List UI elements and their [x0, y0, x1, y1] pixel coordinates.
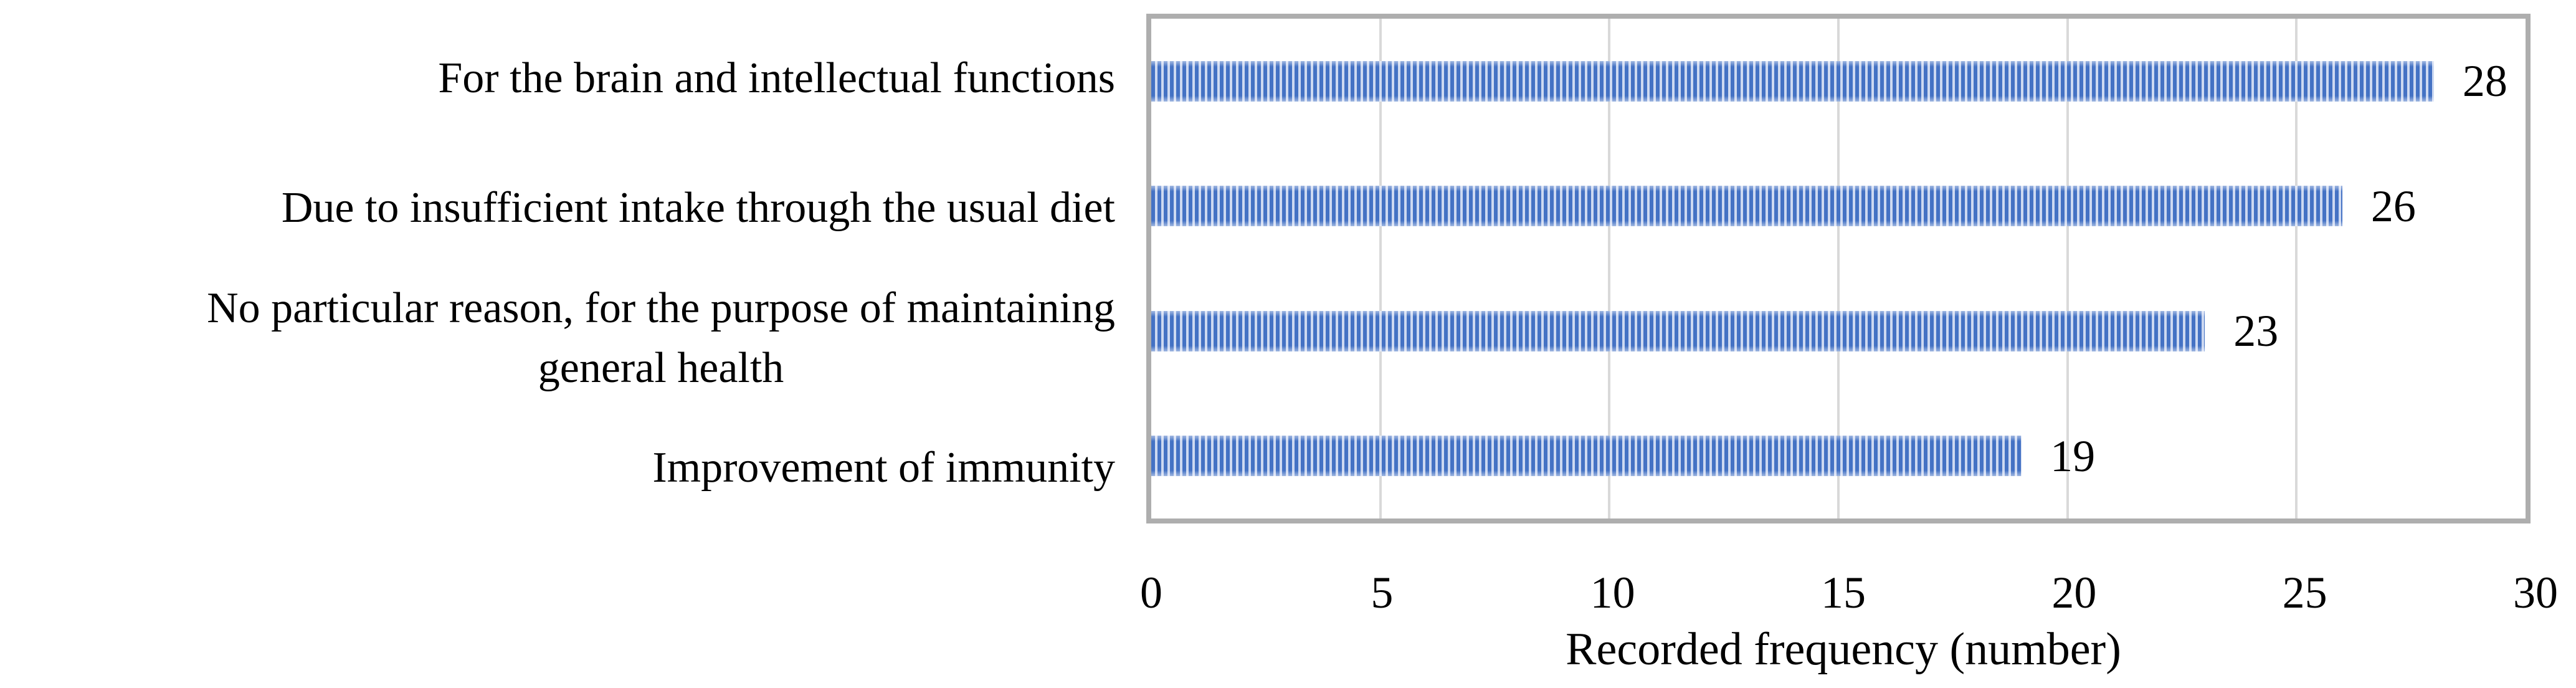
category-label: Due to insufficient intake through the u… — [281, 184, 1115, 232]
category-label: For the brain and intellectual functions — [438, 54, 1115, 102]
category-axis: For the brain and intellectual functions… — [0, 14, 1115, 533]
bar-row: 26 — [1151, 144, 2526, 269]
x-tick-label: 0 — [1140, 568, 1162, 618]
x-tick-label: 10 — [1590, 568, 1635, 618]
x-tick-label: 5 — [1371, 568, 1394, 618]
category-label-row: Due to insufficient intake through the u… — [0, 144, 1115, 274]
bar-value-label: 19 — [2050, 431, 2096, 481]
category-label-row: For the brain and intellectual functions — [0, 14, 1115, 144]
gridline — [2295, 19, 2298, 518]
gridline — [1379, 19, 1382, 518]
gridline — [2066, 19, 2069, 518]
bar-value-label: 28 — [2462, 56, 2507, 107]
bar — [1151, 310, 2205, 351]
bar-value-label: 23 — [2233, 306, 2279, 356]
category-label-row: No particular reason, for the purpose of… — [0, 274, 1115, 404]
bar-row: 28 — [1151, 19, 2526, 144]
bar — [1151, 60, 2434, 102]
gridline — [1837, 19, 1840, 518]
bar — [1151, 436, 2022, 477]
bar-row: 19 — [1151, 394, 2526, 519]
category-label: No particular reason, for the purpose of… — [207, 284, 1115, 393]
x-axis-title: Recorded frequency (number) — [1566, 624, 2121, 675]
category-label-row: Improvement of immunity — [0, 404, 1115, 534]
x-tick-label: 15 — [1821, 568, 1866, 618]
gridline — [1608, 19, 1611, 518]
x-tick-label: 20 — [2051, 568, 2097, 618]
bar-row: 23 — [1151, 269, 2526, 394]
x-tick-label: 25 — [2282, 568, 2327, 618]
category-label: Improvement of immunity — [652, 444, 1115, 492]
plot-area: 28 26 23 19 — [1146, 14, 2531, 523]
bar-value-label: 26 — [2370, 181, 2416, 231]
bar — [1151, 186, 2342, 227]
x-axis-tick-labels: 0 5 10 15 20 25 30 — [1140, 568, 2558, 624]
x-tick-label: 30 — [2513, 568, 2558, 618]
bar-series: 28 26 23 19 — [1151, 19, 2526, 518]
